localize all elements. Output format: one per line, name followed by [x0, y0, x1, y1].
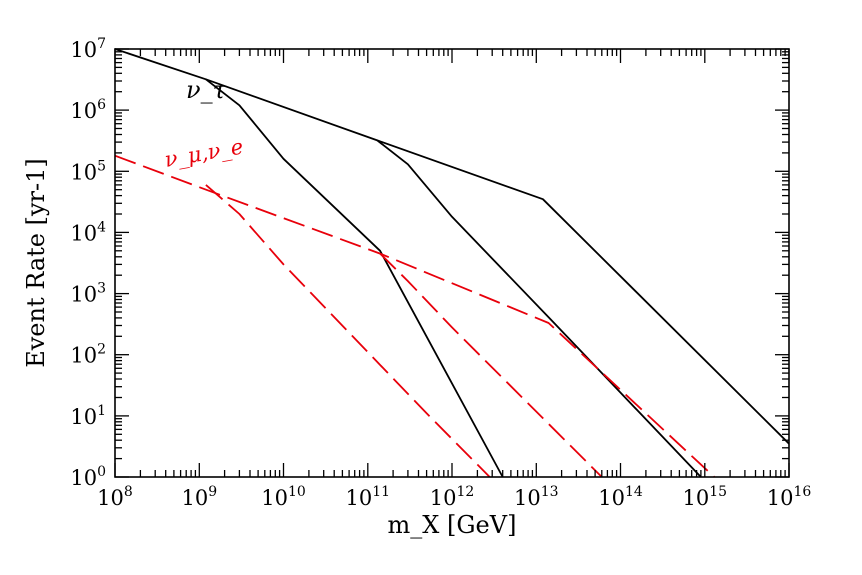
y-tick-label: 104 [70, 219, 106, 245]
y-tick-label-base: 10 [70, 221, 97, 245]
tick-marks [114, 48, 790, 478]
y-tick-label: 106 [70, 97, 106, 123]
y-tick-label-exponent: 4 [97, 219, 106, 235]
y-tick-label-base: 10 [70, 38, 97, 62]
y-tick-label-exponent: 6 [97, 97, 106, 113]
x-tick-label-exponent: 13 [541, 484, 559, 500]
series-line-tau-2 [376, 139, 702, 478]
y-tick-label: 107 [70, 36, 106, 62]
y-tick-label: 102 [70, 342, 106, 368]
x-tick-label-base: 10 [683, 486, 710, 510]
y-tick-label-base: 10 [70, 466, 97, 490]
y-tick-label-base: 10 [70, 99, 97, 123]
x-tick-label-exponent: 16 [793, 484, 811, 500]
x-tick-label: 108 [97, 484, 133, 510]
x-tick-label-base: 10 [346, 486, 373, 510]
x-tick-label-exponent: 10 [288, 484, 306, 500]
x-tick-label: 1010 [261, 484, 306, 510]
x-tick-label: 1011 [346, 484, 391, 510]
x-tick-label-exponent: 15 [709, 484, 727, 500]
series-line-mu-e-4 [205, 184, 491, 478]
y-tick-label-base: 10 [70, 160, 97, 184]
y-tick-label-exponent: 2 [97, 342, 106, 358]
y-tick-label-exponent: 0 [97, 464, 106, 480]
x-tick-label: 1016 [767, 484, 812, 510]
x-tick-label: 1012 [430, 484, 475, 510]
y-tick-label: 101 [70, 403, 106, 429]
y-tick-label-base: 10 [70, 405, 97, 429]
x-tick-label-exponent: 12 [456, 484, 474, 500]
y-tick-label-base: 10 [70, 344, 97, 368]
x-tick-label-exponent: 9 [208, 484, 217, 500]
y-tick-label-exponent: 7 [97, 36, 106, 52]
nu-tau-label: ν_τ [186, 76, 227, 104]
x-tick-label: 1014 [598, 484, 643, 510]
y-tick-label-exponent: 1 [97, 403, 106, 419]
x-tick-label-base: 10 [97, 486, 124, 510]
x-tick-label-base: 10 [514, 486, 541, 510]
x-tick-label: 1015 [683, 484, 728, 510]
series-line-tau-1 [205, 78, 504, 478]
x-tick-label: 1013 [514, 484, 559, 510]
x-tick-label: 109 [181, 484, 217, 510]
x-tick-labels: 108 109 1010 1011 1012 1013 1014 1015 1016 [97, 484, 811, 510]
y-tick-label-exponent: 5 [97, 158, 106, 174]
y-tick-label: 105 [70, 158, 106, 184]
y-tick-label: 100 [70, 464, 106, 490]
y-tick-label: 103 [70, 281, 106, 307]
y-tick-label-exponent: 3 [97, 281, 106, 297]
x-tick-label-base: 10 [767, 486, 794, 510]
curves [114, 48, 790, 478]
x-tick-label-exponent: 8 [124, 484, 133, 500]
x-axis-title: m_X [GeV] [388, 511, 517, 539]
series-line-mu-e-5 [379, 252, 603, 478]
x-tick-label-base: 10 [430, 486, 457, 510]
y-tick-label-base: 10 [70, 283, 97, 307]
x-tick-label-base: 10 [598, 486, 625, 510]
x-tick-label-base: 10 [261, 486, 288, 510]
x-tick-label-exponent: 11 [372, 484, 390, 500]
x-tick-label-base: 10 [181, 486, 208, 510]
x-tick-label-exponent: 14 [625, 484, 643, 500]
y-axis-title: Event Rate [yr-1] [22, 158, 50, 368]
